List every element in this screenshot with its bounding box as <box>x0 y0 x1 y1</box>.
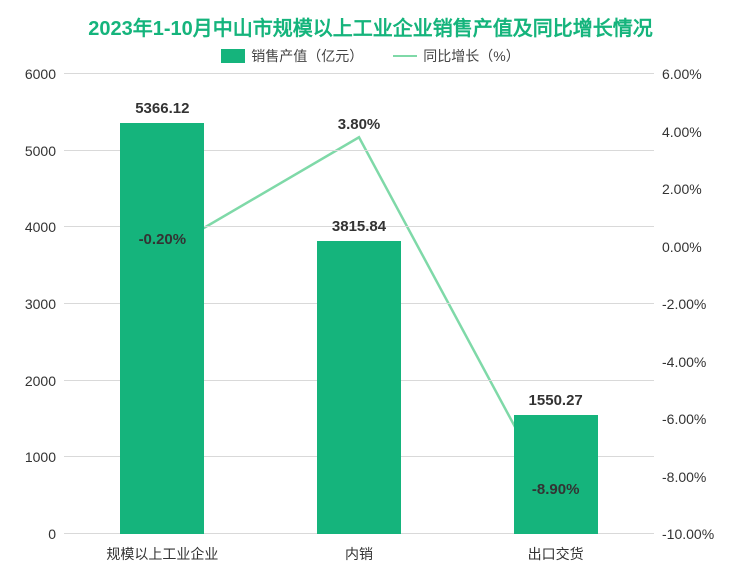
bar-value-label: 5366.12 <box>135 100 189 117</box>
ytick-right: -6.00% <box>662 411 732 427</box>
plot-area: 0100020003000400050006000-10.00%-8.00%-6… <box>64 74 654 534</box>
line-value-label: 3.80% <box>338 116 381 133</box>
ytick-right: -10.00% <box>662 526 732 542</box>
legend-swatch-line <box>393 55 417 57</box>
line-value-label: -0.20% <box>139 231 187 248</box>
bar <box>120 123 204 534</box>
bar <box>317 241 401 534</box>
legend-label-line: 同比增长（%） <box>423 46 519 66</box>
ytick-right: 0.00% <box>662 239 732 255</box>
legend-item-bar: 销售产值（亿元） <box>221 46 363 66</box>
ytick-right: -4.00% <box>662 354 732 370</box>
xtick-label: 规模以上工业企业 <box>106 544 218 564</box>
gridline <box>64 73 654 74</box>
legend: 销售产值（亿元） 同比增长（%） <box>0 46 741 66</box>
bar-value-label: 1550.27 <box>529 392 583 409</box>
ytick-right: 4.00% <box>662 124 732 140</box>
ytick-left: 4000 <box>6 219 56 235</box>
ytick-left: 5000 <box>6 143 56 159</box>
line-value-label: -8.90% <box>532 481 580 498</box>
ytick-left: 0 <box>6 526 56 542</box>
legend-item-line: 同比增长（%） <box>393 46 519 66</box>
ytick-right: 2.00% <box>662 181 732 197</box>
ytick-right: 6.00% <box>662 66 732 82</box>
legend-label-bar: 销售产值（亿元） <box>251 46 363 66</box>
combo-chart: 2023年1-10月中山市规模以上工业企业销售产值及同比增长情况 销售产值（亿元… <box>0 0 741 585</box>
bar <box>514 415 598 534</box>
xtick-label: 出口交货 <box>528 544 584 564</box>
ytick-right: -8.00% <box>662 469 732 485</box>
ytick-right: -2.00% <box>662 296 732 312</box>
chart-title: 2023年1-10月中山市规模以上工业企业销售产值及同比增长情况 <box>0 12 741 41</box>
ytick-left: 1000 <box>6 449 56 465</box>
xtick-label: 内销 <box>345 544 373 564</box>
ytick-left: 3000 <box>6 296 56 312</box>
ytick-left: 6000 <box>6 66 56 82</box>
ytick-left: 2000 <box>6 373 56 389</box>
bar-value-label: 3815.84 <box>332 218 386 235</box>
legend-swatch-bar <box>221 49 245 63</box>
